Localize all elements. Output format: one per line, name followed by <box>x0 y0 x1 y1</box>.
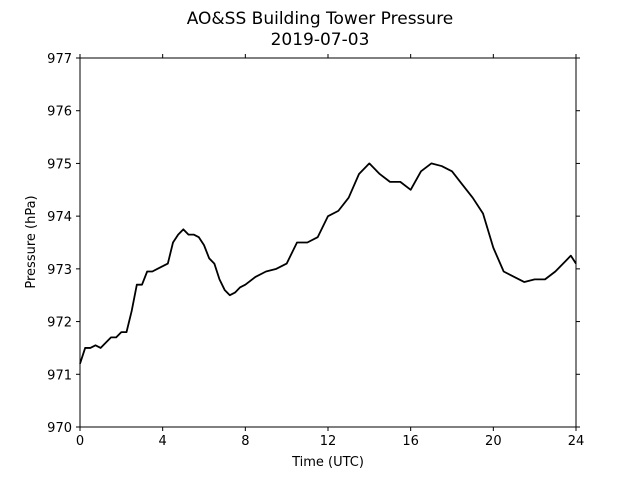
x-tick-label: 24 <box>568 434 585 449</box>
y-tick-label: 970 <box>47 421 72 436</box>
y-axis-label: Pressure (hPa) <box>24 195 39 288</box>
y-tick-label: 971 <box>47 368 72 383</box>
x-tick-label: 8 <box>241 434 249 449</box>
data-line <box>79 162 577 365</box>
x-tick-label: 4 <box>159 434 167 449</box>
plot-frame <box>79 57 577 428</box>
y-tick-label: 974 <box>47 210 72 225</box>
x-axis-label: Time (UTC) <box>291 455 364 470</box>
y-tick-label: 977 <box>47 52 72 67</box>
x-tick-label: 20 <box>485 434 502 449</box>
y-tick-label: 975 <box>47 157 72 172</box>
x-tick-label: 12 <box>320 434 337 449</box>
chart-subtitle: 2019-07-03 <box>271 30 370 50</box>
chart-title: AO&SS Building Tower Pressure <box>187 9 454 29</box>
x-tick-label: 0 <box>76 434 84 449</box>
y-tick-label: 976 <box>47 105 72 120</box>
y-tick-label: 973 <box>47 263 72 278</box>
y-tick-label: 972 <box>47 316 72 331</box>
x-tick-label: 16 <box>402 434 419 449</box>
